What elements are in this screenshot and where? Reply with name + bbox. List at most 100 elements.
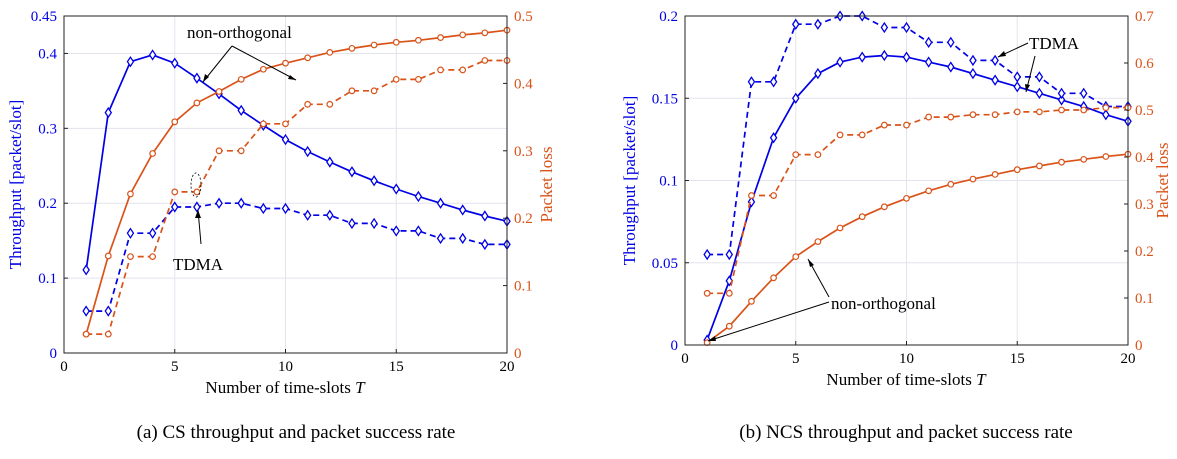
data-point-b-3 [814, 151, 822, 159]
data-point-b-3 [725, 289, 733, 297]
data-point-a-1 [481, 238, 489, 251]
data-point-b-1 [1079, 87, 1088, 99]
data-point-a-3 [370, 87, 378, 95]
annotation-tdma-a: TDMA [173, 255, 224, 274]
y-right-tick-label-b: 0.6 [1135, 56, 1154, 72]
data-point-b-2 [1102, 153, 1110, 160]
x-tick-label-a: 5 [171, 359, 179, 375]
data-point-a-3 [392, 75, 400, 83]
data-point-a-1 [126, 227, 135, 239]
panel-a: 0 5 10 15 2000.10.20.30.40.4500.10.20.30.40.… [6, 9, 556, 443]
annotation-non-orthogonal-a: non-orthogonal [187, 23, 292, 42]
data-point-a-1 [436, 232, 445, 245]
data-point-a-0 [82, 264, 90, 276]
y-left-tick-label-a: 0.1 [38, 271, 57, 287]
series-group-a [82, 26, 511, 338]
data-point-b-0 [1035, 87, 1044, 99]
annotation-arrow-a1 [202, 45, 233, 83]
x-tick-label-b: 15 [1010, 351, 1025, 367]
y-left-tick-label-b: 0.15 [652, 91, 678, 107]
data-point-b-3 [1058, 106, 1065, 114]
data-point-a-2 [215, 88, 223, 95]
data-point-b-3 [1013, 108, 1021, 116]
data-point-b-3 [1035, 108, 1043, 116]
data-point-a-1 [348, 217, 356, 230]
data-point-a-0 [148, 49, 157, 61]
series-line-b-2 [706, 153, 1129, 344]
data-point-b-2 [969, 175, 977, 183]
data-point-a-1 [303, 209, 312, 221]
y-right-tick-label-b: 0.7 [1135, 9, 1154, 25]
y-right-label-a: Packet loss [537, 146, 556, 222]
data-point-b-0 [1102, 109, 1110, 121]
data-point-b-3 [748, 192, 755, 199]
y-left-label-a: Throughput [packet/slot] [6, 100, 25, 270]
data-point-a-1 [458, 232, 467, 245]
data-point-a-3 [326, 100, 334, 108]
data-point-a-1 [82, 305, 90, 317]
y-left-tick-label-a: 0.3 [38, 121, 57, 137]
data-point-b-3 [770, 192, 777, 199]
data-point-b-0 [791, 92, 800, 104]
data-point-b-0 [902, 51, 911, 63]
data-point-a-0 [481, 210, 489, 222]
data-point-a-3 [171, 188, 179, 196]
x-tick-label-a: 20 [500, 359, 515, 375]
x-label-var-a: T [355, 378, 366, 397]
data-point-b-0 [814, 67, 822, 80]
annotation-non-orthogonal-b: non-orthogonal [831, 294, 936, 313]
data-point-a-2 [237, 75, 245, 83]
data-point-a-3 [348, 87, 356, 95]
data-point-a-3 [282, 120, 289, 128]
y-right-tick-label-b: 0.5 [1135, 103, 1154, 119]
data-point-a-3 [193, 188, 201, 196]
data-point-b-0 [880, 49, 889, 62]
data-point-b-0 [947, 61, 955, 73]
y-left-tick-label-b: 0.2 [659, 9, 678, 25]
data-point-b-3 [903, 121, 910, 129]
data-point-a-2 [392, 38, 400, 46]
data-point-b-2 [1035, 162, 1043, 170]
series-line-a-1 [86, 202, 507, 312]
data-point-a-1 [237, 197, 245, 209]
data-point-b-1 [791, 18, 800, 30]
x-label-a: Number of time-slots T [205, 378, 366, 397]
data-point-a-3 [481, 57, 489, 64]
annotation-arrowhead-a3 [195, 210, 201, 218]
y-right-tick-label-b: 0.4 [1135, 150, 1154, 166]
y-right-tick-label-b: 0.1 [1135, 291, 1154, 307]
annotation-arrow-b3 [707, 301, 830, 342]
data-point-b-0 [1013, 81, 1022, 93]
data-point-b-0 [836, 56, 844, 68]
x-tick-label-a: 10 [278, 359, 293, 375]
y-left-tick-label-a: 0.4 [38, 46, 57, 62]
x-label-text-b: Number of time-slots [826, 370, 971, 389]
data-point-b-1 [725, 248, 734, 261]
y-right-tick-label-a: 0.4 [514, 76, 533, 92]
annotation-arrow-a2 [231, 45, 297, 81]
y-left-tick-label-a: 0 [50, 346, 58, 362]
data-point-a-1 [104, 305, 113, 317]
data-point-b-2 [1013, 166, 1021, 174]
data-point-b-1 [703, 248, 711, 261]
data-point-a-3 [415, 75, 422, 83]
data-point-a-1 [414, 225, 423, 237]
annotation-arrowhead-b3 [708, 336, 716, 341]
series-line-a-2 [85, 29, 508, 335]
y-left-tick-label-b: 0.05 [652, 256, 678, 272]
data-point-b-3 [703, 289, 711, 297]
data-point-a-2 [370, 41, 378, 49]
data-point-a-1 [259, 202, 268, 215]
data-point-a-1 [392, 225, 401, 237]
data-point-a-0 [348, 166, 356, 178]
data-point-a-2 [104, 252, 112, 260]
y-right-tick-label-b: 0.2 [1135, 244, 1154, 260]
data-point-b-2 [836, 224, 844, 232]
y-left-tick-label-a: 0.45 [31, 9, 57, 25]
data-point-a-3 [259, 120, 267, 128]
data-point-b-2 [925, 187, 933, 195]
data-point-a-2 [127, 190, 134, 198]
data-point-a-2 [304, 54, 312, 62]
data-point-b-3 [947, 113, 955, 121]
data-point-b-3 [1102, 104, 1110, 112]
